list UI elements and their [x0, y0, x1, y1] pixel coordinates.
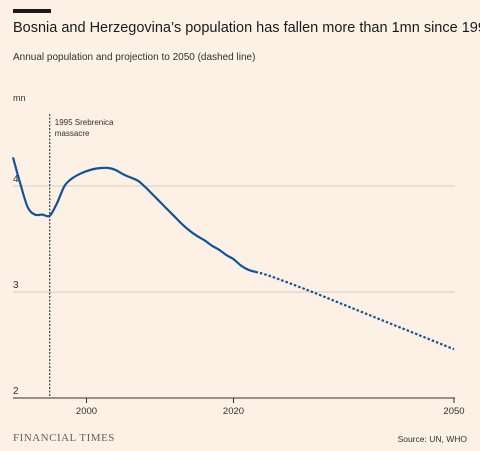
x-tick-label: 2050 [443, 406, 464, 417]
chart-subtitle: Annual population and projection to 2050… [13, 52, 256, 63]
publisher-logo: FINANCIAL TIMES [13, 432, 115, 444]
x-tick-label: 2020 [223, 406, 244, 417]
y-tick-label: 2 [13, 386, 19, 397]
y-axis-unit-label: mn [13, 93, 26, 103]
chart-title: Bosnia and Herzegovina’s population has … [13, 20, 480, 36]
y-tick-label: 4 [13, 174, 19, 185]
x-tick-label: 2000 [76, 406, 97, 417]
source-note: Source: UN, WHO [397, 434, 467, 444]
projection-line [255, 270, 455, 351]
annotation-label: massacre [55, 129, 90, 138]
annotation-label: 1995 Srebrenica [55, 118, 114, 127]
population-line [11, 157, 256, 273]
y-tick-label: 3 [13, 280, 19, 291]
title-accent-bar [13, 9, 51, 13]
